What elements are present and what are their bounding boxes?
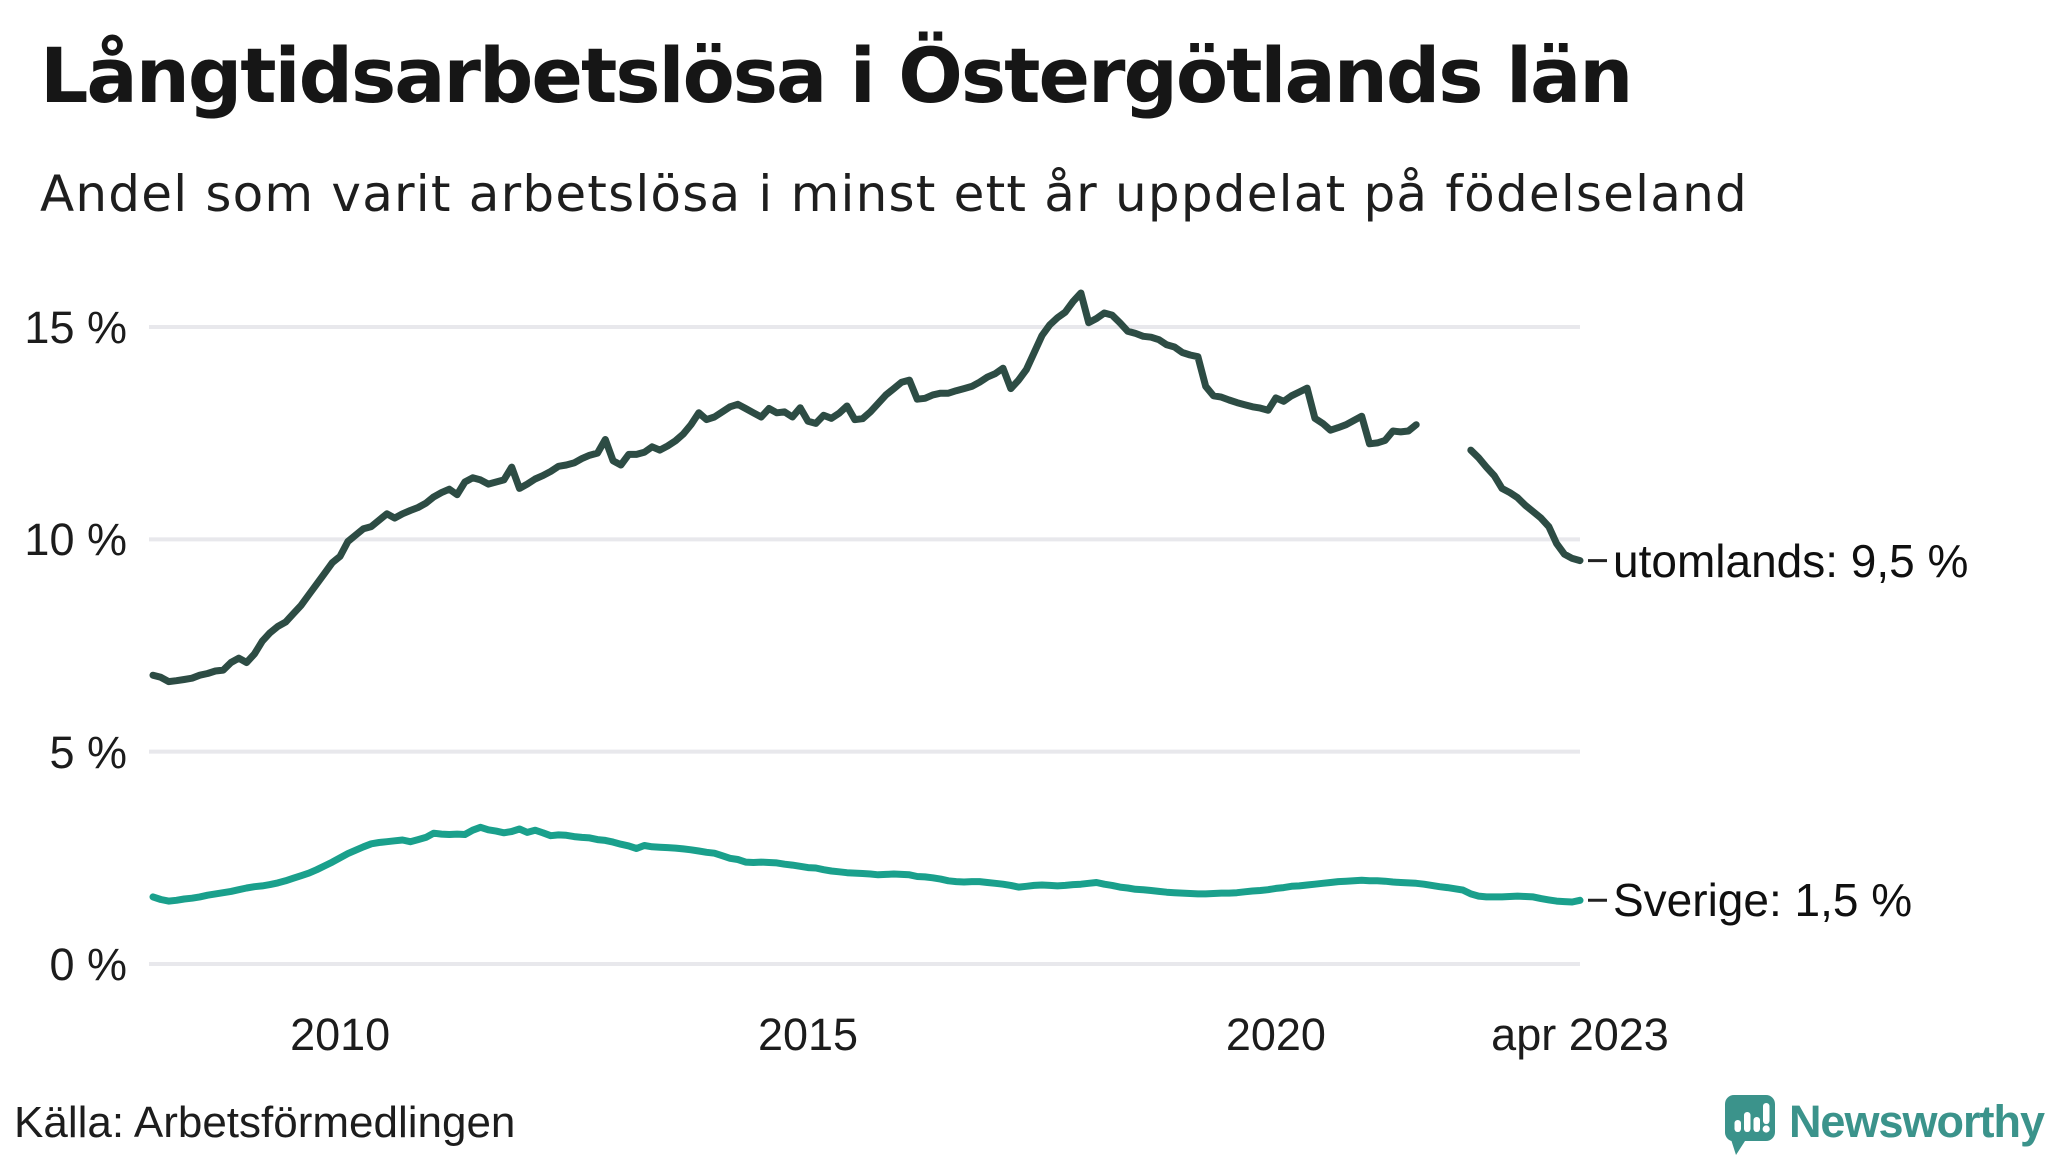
source-note: Källa: Arbetsförmedlingen xyxy=(14,1098,516,1147)
brand-name: Newsworthy xyxy=(1788,1096,2045,1147)
y-tick-label: 5 % xyxy=(49,726,127,778)
series-end-label-utomlands: utomlands: 9,5 % xyxy=(1613,534,1969,587)
series-end-label-Sverige: Sverige: 1,5 % xyxy=(1613,874,1913,927)
page-title: Långtidsarbetslösa i Östergötlands län xyxy=(40,31,1633,120)
newsworthy-icon xyxy=(1724,1095,1775,1155)
x-tick-label: 2015 xyxy=(757,1009,859,1060)
y-tick-label: 10 % xyxy=(24,514,127,566)
x-tick-label: apr 2023 xyxy=(1491,1009,1669,1060)
y-tick-label: 0 % xyxy=(49,939,127,990)
y-tick-label: 15 % xyxy=(24,301,127,353)
chart-subtitle: Andel som varit arbetslösa i minst ett å… xyxy=(40,165,1748,223)
series-line-Sverige xyxy=(149,823,1584,906)
brand-logo: Newsworthy xyxy=(1724,1095,2045,1155)
x-tick-label: 2010 xyxy=(290,1009,391,1060)
series-line-utomlands xyxy=(149,289,1584,686)
x-tick-label: 2020 xyxy=(1225,1009,1326,1060)
